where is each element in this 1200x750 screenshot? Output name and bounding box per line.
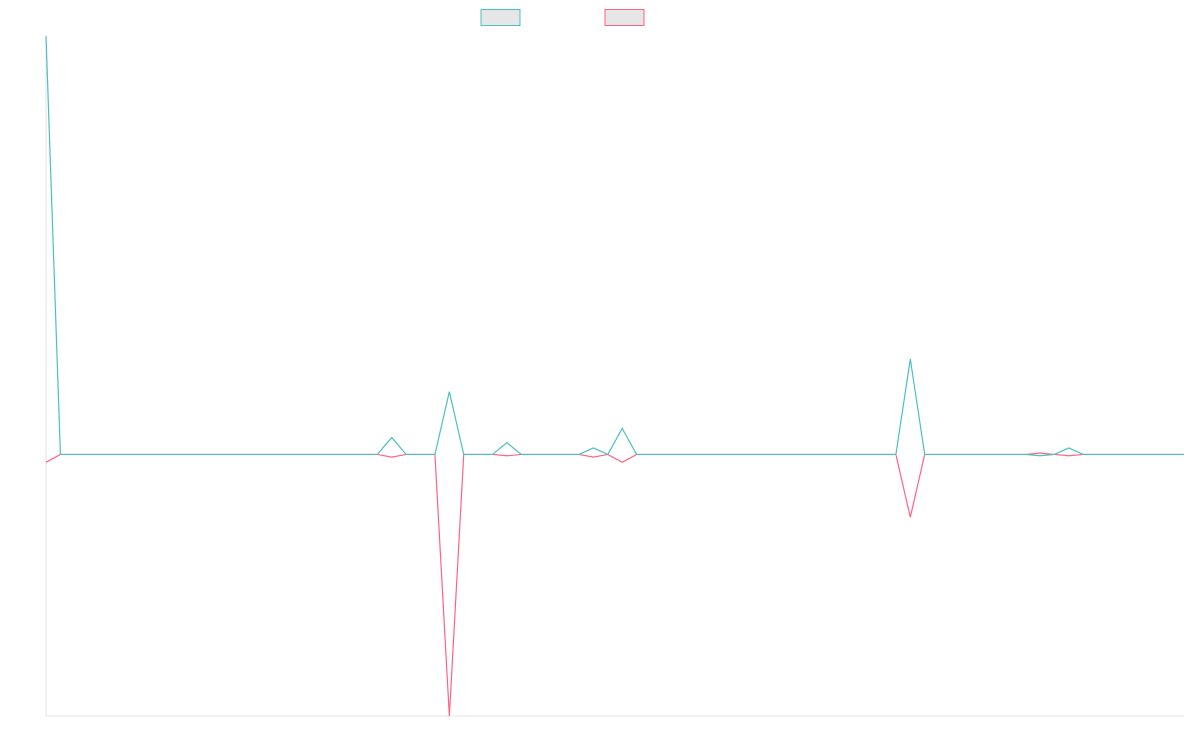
- legend-swatch-series-1[interactable]: [480, 9, 521, 26]
- legend-swatch-series-2[interactable]: [604, 9, 645, 26]
- axes: [45, 36, 1184, 717]
- plot-area: [45, 35, 1184, 717]
- series-2-line: [45, 452, 1184, 717]
- legend[interactable]: [480, 9, 645, 26]
- series-1-line: [45, 35, 1184, 457]
